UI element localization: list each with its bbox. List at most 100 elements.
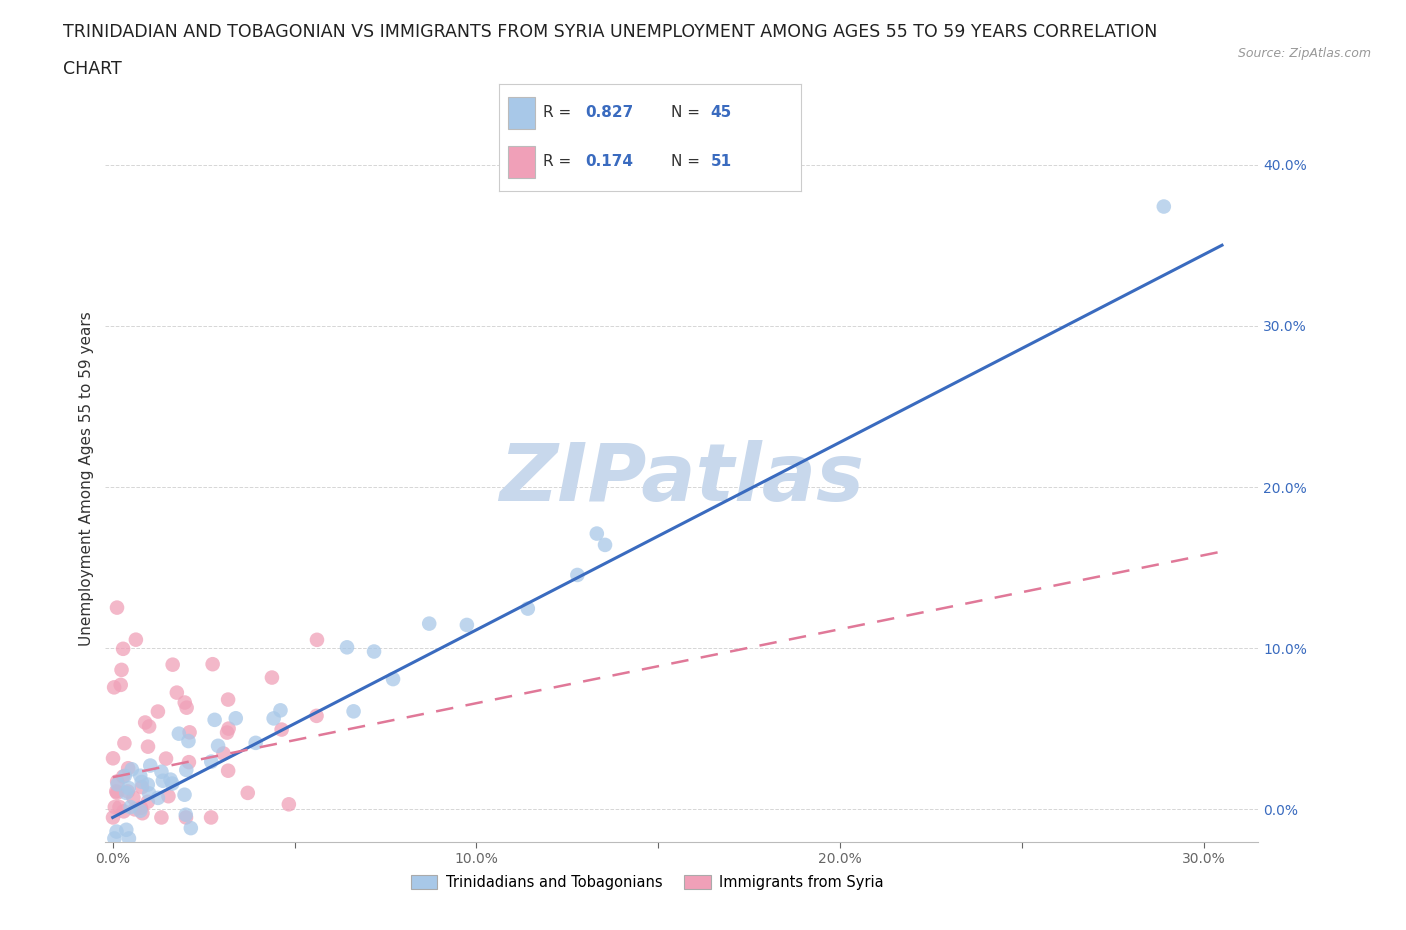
Point: [567, 567, 589, 582]
Text: ZIPatlas: ZIPatlas: [499, 440, 865, 518]
Point: [217, 764, 239, 778]
Point: [305, 632, 328, 647]
Point: [117, 761, 139, 776]
Point: [117, 784, 139, 799]
Point: [177, 734, 200, 749]
Point: [245, 736, 267, 751]
Point: [342, 704, 364, 719]
Point: [217, 725, 239, 740]
Text: R =: R =: [543, 105, 576, 120]
Point: [138, 786, 160, 801]
Point: [159, 772, 181, 787]
FancyBboxPatch shape: [508, 146, 536, 178]
Point: [118, 780, 141, 795]
Point: [124, 802, 146, 817]
Point: [217, 692, 239, 707]
Point: [305, 709, 328, 724]
Y-axis label: Unemployment Among Ages 55 to 59 years: Unemployment Among Ages 55 to 59 years: [79, 312, 94, 646]
Point: [177, 755, 200, 770]
Point: [146, 790, 169, 805]
Point: [593, 538, 616, 552]
Point: [204, 712, 226, 727]
Point: [173, 788, 195, 803]
Point: [125, 632, 148, 647]
Point: [115, 786, 138, 801]
Text: 0.174: 0.174: [585, 154, 633, 169]
FancyBboxPatch shape: [508, 97, 536, 128]
Text: 51: 51: [710, 154, 733, 169]
Point: [174, 763, 197, 777]
Point: [105, 600, 128, 615]
Point: [129, 801, 152, 816]
Point: [101, 751, 124, 765]
Point: [115, 822, 138, 837]
Point: [200, 810, 222, 825]
Point: [152, 774, 174, 789]
Point: [167, 726, 190, 741]
Text: Source: ZipAtlas.com: Source: ZipAtlas.com: [1237, 46, 1371, 60]
Point: [121, 762, 143, 777]
Point: [174, 807, 197, 822]
Point: [200, 754, 222, 769]
Point: [162, 658, 184, 672]
Point: [136, 794, 159, 809]
Point: [157, 789, 180, 804]
Point: [139, 758, 162, 773]
Point: [131, 775, 153, 790]
Point: [138, 719, 160, 734]
Point: [110, 677, 132, 692]
Point: [134, 715, 156, 730]
Text: N =: N =: [672, 154, 706, 169]
Point: [112, 804, 135, 818]
Text: CHART: CHART: [63, 60, 122, 78]
Point: [173, 695, 195, 710]
Point: [107, 777, 129, 791]
Point: [212, 746, 235, 761]
Point: [129, 768, 152, 783]
Point: [101, 810, 124, 825]
Point: [176, 700, 198, 715]
Point: [336, 640, 359, 655]
Point: [218, 721, 240, 736]
Point: [105, 824, 128, 839]
Point: [155, 751, 177, 766]
Point: [150, 764, 173, 779]
Point: [129, 804, 152, 818]
Point: [103, 831, 125, 846]
Point: [363, 644, 385, 659]
Point: [110, 662, 132, 677]
Point: [179, 724, 201, 739]
Point: [131, 779, 153, 794]
Point: [118, 831, 141, 846]
Point: [207, 738, 229, 753]
Point: [131, 805, 153, 820]
Point: [104, 800, 127, 815]
Point: [585, 526, 607, 541]
Point: [105, 774, 128, 789]
Point: [201, 657, 224, 671]
Point: [456, 618, 478, 632]
Point: [418, 617, 440, 631]
Point: [112, 769, 135, 784]
Point: [112, 642, 135, 657]
Point: [103, 680, 125, 695]
Point: [146, 704, 169, 719]
Legend: Trinidadians and Tobagonians, Immigrants from Syria: Trinidadians and Tobagonians, Immigrants…: [405, 870, 890, 896]
Point: [112, 736, 135, 751]
Point: [136, 739, 159, 754]
Text: R =: R =: [543, 154, 576, 169]
Point: [120, 800, 142, 815]
Text: 0.827: 0.827: [585, 105, 634, 120]
Text: TRINIDADIAN AND TOBAGONIAN VS IMMIGRANTS FROM SYRIA UNEMPLOYMENT AMONG AGES 55 T: TRINIDADIAN AND TOBAGONIAN VS IMMIGRANTS…: [63, 23, 1157, 41]
Point: [105, 784, 128, 799]
Point: [225, 711, 247, 725]
Point: [180, 820, 202, 835]
Point: [174, 810, 197, 825]
Point: [270, 722, 292, 737]
Point: [105, 785, 128, 800]
Point: [122, 790, 145, 805]
Point: [269, 703, 291, 718]
Point: [162, 777, 184, 791]
Point: [382, 671, 405, 686]
Point: [150, 810, 173, 825]
